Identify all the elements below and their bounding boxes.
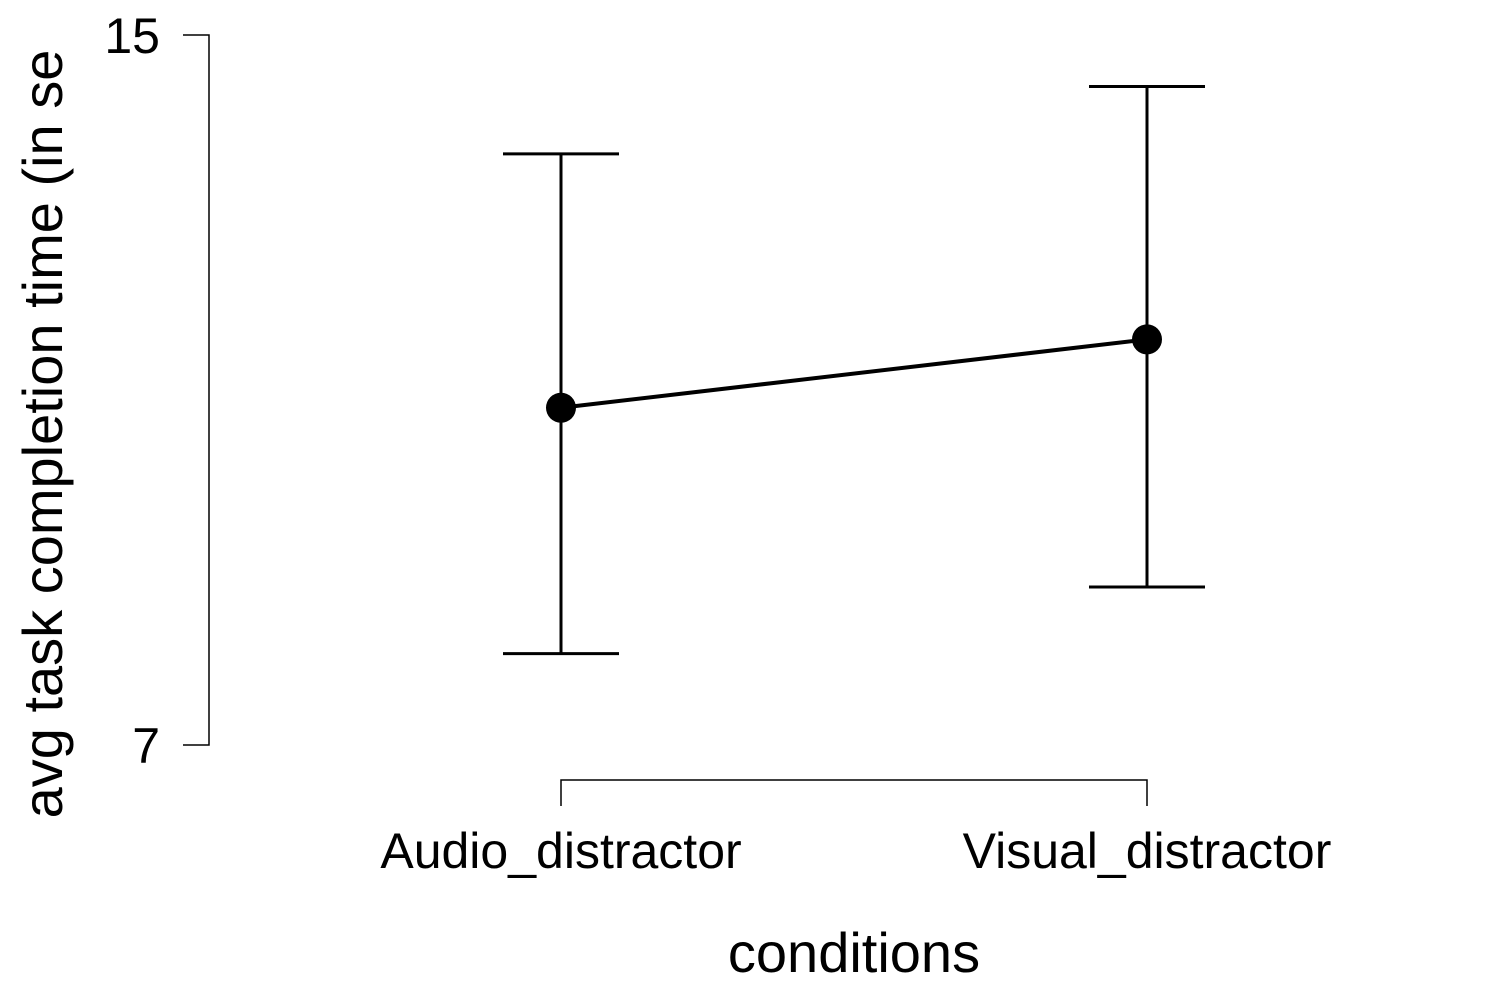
y-axis: 15 7 [104,8,210,774]
x-ticks: Audio_distractor Visual_distractor [380,823,1331,879]
x-axis-line [560,779,1148,806]
y-tick-label: 15 [104,8,160,64]
plot-area [503,84,1205,656]
y-axis-line [183,34,210,746]
data-point [1132,324,1162,355]
series-line [560,337,1148,410]
x-axis-title: conditions [728,921,980,984]
x-axis: Audio_distractor Visual_distractor [380,779,1331,879]
y-axis-title: avg task completion time (in se [11,50,74,819]
data-point [546,392,576,423]
x-tick-label: Audio_distractor [380,823,741,879]
y-ticks: 15 7 [104,8,160,774]
x-tick-label: Visual_distractor [963,823,1332,879]
y-tick-label: 7 [132,718,160,774]
